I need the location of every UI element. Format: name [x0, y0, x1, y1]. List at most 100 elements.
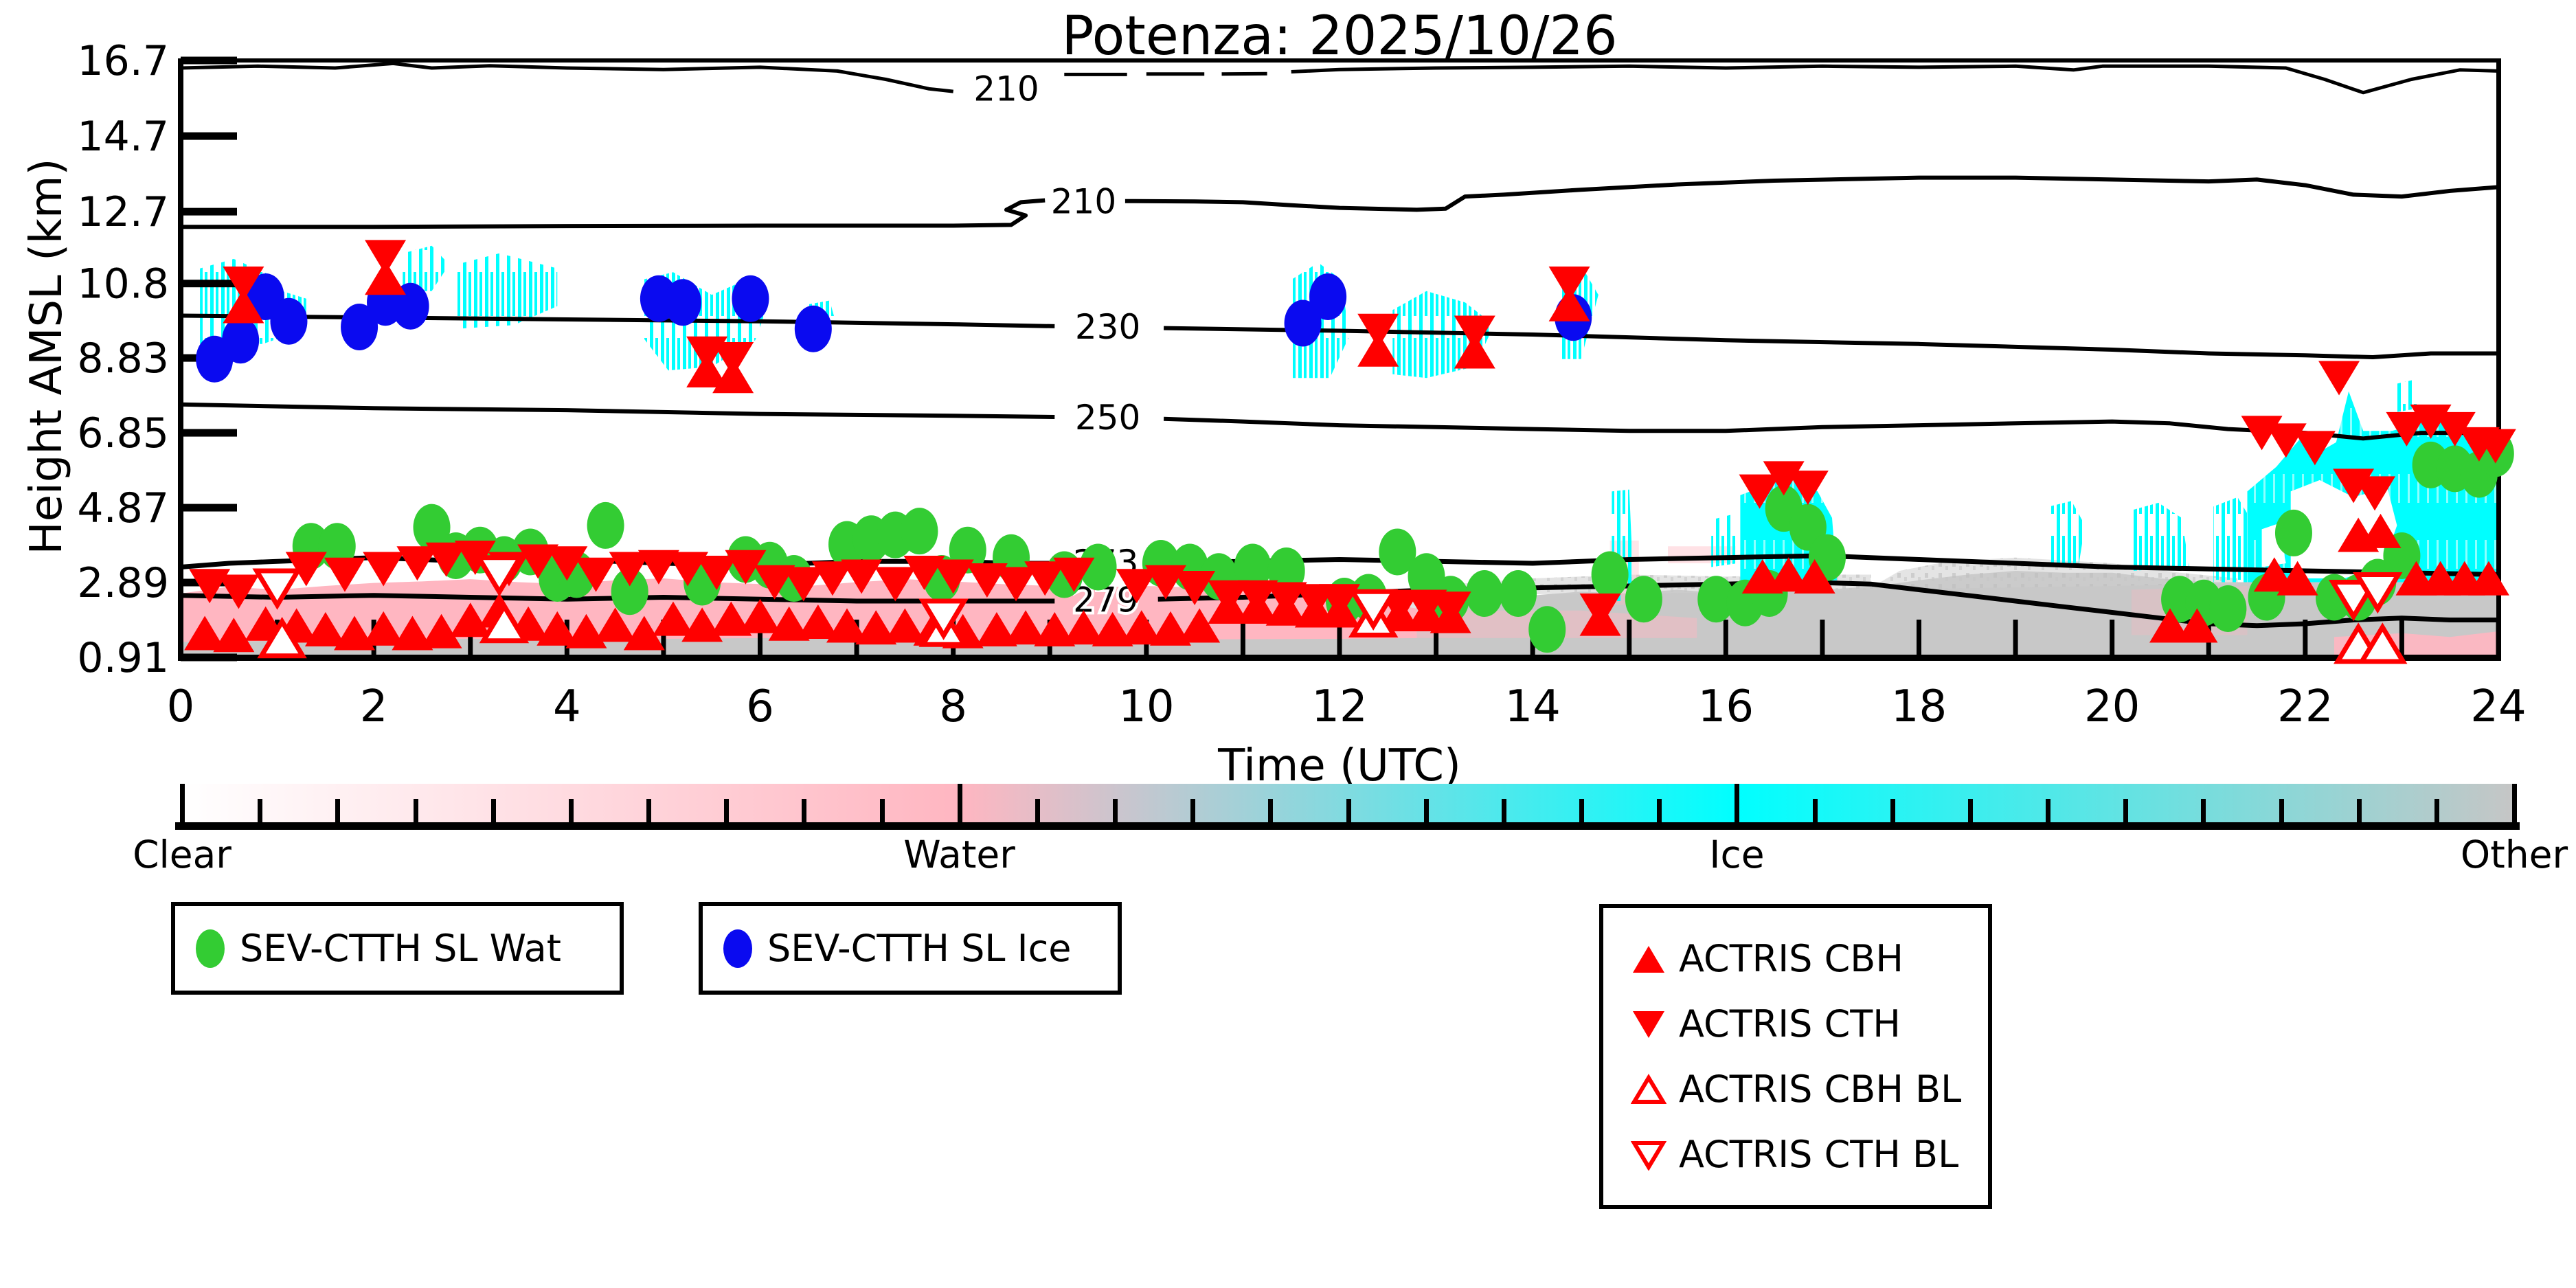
colorbar-label-clear: Clear — [133, 833, 231, 877]
colorbar-tick — [335, 799, 341, 822]
y-tick-label: 6.85 — [77, 409, 169, 457]
colorbar-tick — [724, 799, 730, 822]
colorbar-tick — [1890, 799, 1895, 822]
colorbar-tick — [1113, 799, 1118, 822]
colorbar-tick — [1423, 799, 1429, 822]
legend-actris-cth-label: ACTRIS CTH — [1679, 1002, 1901, 1046]
colorbar-tick — [1579, 799, 1584, 822]
colorbar-tick — [568, 799, 574, 822]
contour-label-250: 250 — [1075, 398, 1140, 438]
triangle-down-filled-icon — [1633, 1010, 1664, 1038]
x-tick-label: 22 — [2277, 681, 2333, 732]
colorbar-tick — [2434, 799, 2439, 822]
legend-actris-cth-bl: ACTRIS CTH BL — [1603, 1133, 1988, 1176]
region-ice — [2397, 380, 2419, 412]
x-tick-label: 18 — [1891, 681, 1947, 732]
region-ice — [403, 245, 449, 291]
contour-label-210: 210 — [973, 69, 1039, 109]
colorbar-tick — [1346, 799, 1351, 822]
colorbar-tick — [1735, 784, 1740, 822]
colorbar-label-ice: Ice — [1709, 833, 1765, 877]
region-ice — [2049, 501, 2086, 567]
x-tick — [1434, 620, 1439, 657]
colorbar-tick — [1190, 799, 1196, 822]
y-tick — [181, 56, 237, 65]
y-tick — [181, 504, 237, 512]
colorbar-tick — [2356, 799, 2362, 822]
series-sev-ctth-sl-wat — [292, 430, 2514, 653]
y-tick — [181, 429, 237, 437]
x-tick-label: 8 — [939, 681, 967, 732]
y-tick-label: 2.89 — [77, 559, 169, 607]
legend-actris-cth: ACTRIS CTH — [1603, 1002, 1988, 1046]
x-tick-label: 12 — [1311, 681, 1367, 732]
x-tick — [1820, 620, 1825, 657]
colorbar-tick — [180, 784, 185, 822]
contour-230 — [1164, 326, 2498, 359]
axes-frame: 0 2 4 6 8 10 12 14 16 18 20 22 240.912.894.876.858.8… — [77, 37, 2526, 732]
x-tick-label: 14 — [1504, 681, 1560, 732]
x-tick — [1240, 620, 1245, 657]
y-tick-label: 0.91 — [77, 634, 169, 682]
legend-sev-ctth-wat: SEV-CTTH SL Wat — [171, 902, 624, 995]
colorbar-tick — [1967, 799, 1973, 822]
x-tick-label: 0 — [167, 681, 195, 732]
y-tick-label: 4.87 — [77, 484, 169, 532]
legend-actris: ACTRIS CBH ACTRIS CTH ACTRIS CBH BL ACTR… — [1599, 904, 1992, 1209]
x-tick-label: 4 — [553, 681, 581, 732]
colorbar-tick — [646, 799, 651, 822]
contour-210 — [181, 198, 1046, 229]
colorbar-tick — [2512, 784, 2517, 822]
x-tick-label: 20 — [2084, 681, 2140, 732]
legend-actris-cbh-bl-label: ACTRIS CBH BL — [1679, 1067, 1962, 1111]
colorbar-tick — [490, 799, 496, 822]
x-tick-label: 6 — [746, 681, 774, 732]
contour-label-230: 230 — [1075, 307, 1140, 347]
colorbar-tick — [1812, 799, 1818, 822]
x-tick — [2110, 620, 2115, 657]
region-ice — [455, 253, 558, 329]
colorbar-tick — [258, 799, 263, 822]
colorbar-axis-line — [175, 822, 2520, 830]
x-tick — [1627, 620, 1632, 657]
legend-actris-cbh: ACTRIS CBH — [1603, 937, 1988, 980]
colorbar-tick — [2201, 799, 2206, 822]
x-axis-label: Time (UTC) — [1218, 741, 1461, 791]
colorbar-tick — [2123, 799, 2129, 822]
colorbar-label-other: Other — [2460, 833, 2568, 877]
legend-actris-cbh-label: ACTRIS CBH — [1679, 937, 1903, 980]
y-tick — [181, 280, 237, 288]
x-tick — [2496, 620, 2501, 657]
legend-sev-ctth-ice: SEV-CTTH SL Ice — [699, 902, 1122, 995]
green-circle-marker-icon — [196, 929, 225, 968]
colorbar-tick — [2046, 799, 2050, 822]
contour-210 — [1291, 64, 2499, 95]
colorbar-tick — [802, 799, 807, 822]
y-tick-label: 10.8 — [77, 260, 169, 308]
x-tick — [178, 620, 183, 657]
legend-actris-cth-bl-label: ACTRIS CTH BL — [1679, 1133, 1959, 1176]
region-ice — [2131, 502, 2190, 571]
x-tick-label: 10 — [1118, 681, 1174, 732]
y-tick-label: 14.7 — [77, 113, 169, 161]
contour-210 — [1125, 175, 2499, 212]
contour-230 — [180, 313, 1055, 328]
colorbar-tick — [2279, 799, 2284, 822]
region-ice — [2213, 497, 2252, 583]
scatter-markers — [184, 240, 2516, 664]
contour-210 — [180, 61, 953, 93]
x-tick — [2399, 620, 2404, 657]
chart-title: Potenza: 2025/10/26 — [1061, 5, 1618, 67]
x-tick-label: 24 — [2470, 681, 2526, 732]
y-tick-label: 16.7 — [77, 37, 169, 85]
colorbar-tick — [1035, 799, 1040, 822]
legend-sev-ice-label: SEV-CTTH SL Ice — [767, 927, 1072, 970]
x-tick-label: 2 — [360, 681, 388, 732]
x-tick — [1337, 620, 1342, 657]
triangle-down-open-icon — [1631, 1140, 1667, 1171]
series-actris-cth-bl — [252, 555, 2403, 640]
colorbar-tick — [1501, 799, 1506, 822]
x-tick — [2013, 620, 2018, 657]
